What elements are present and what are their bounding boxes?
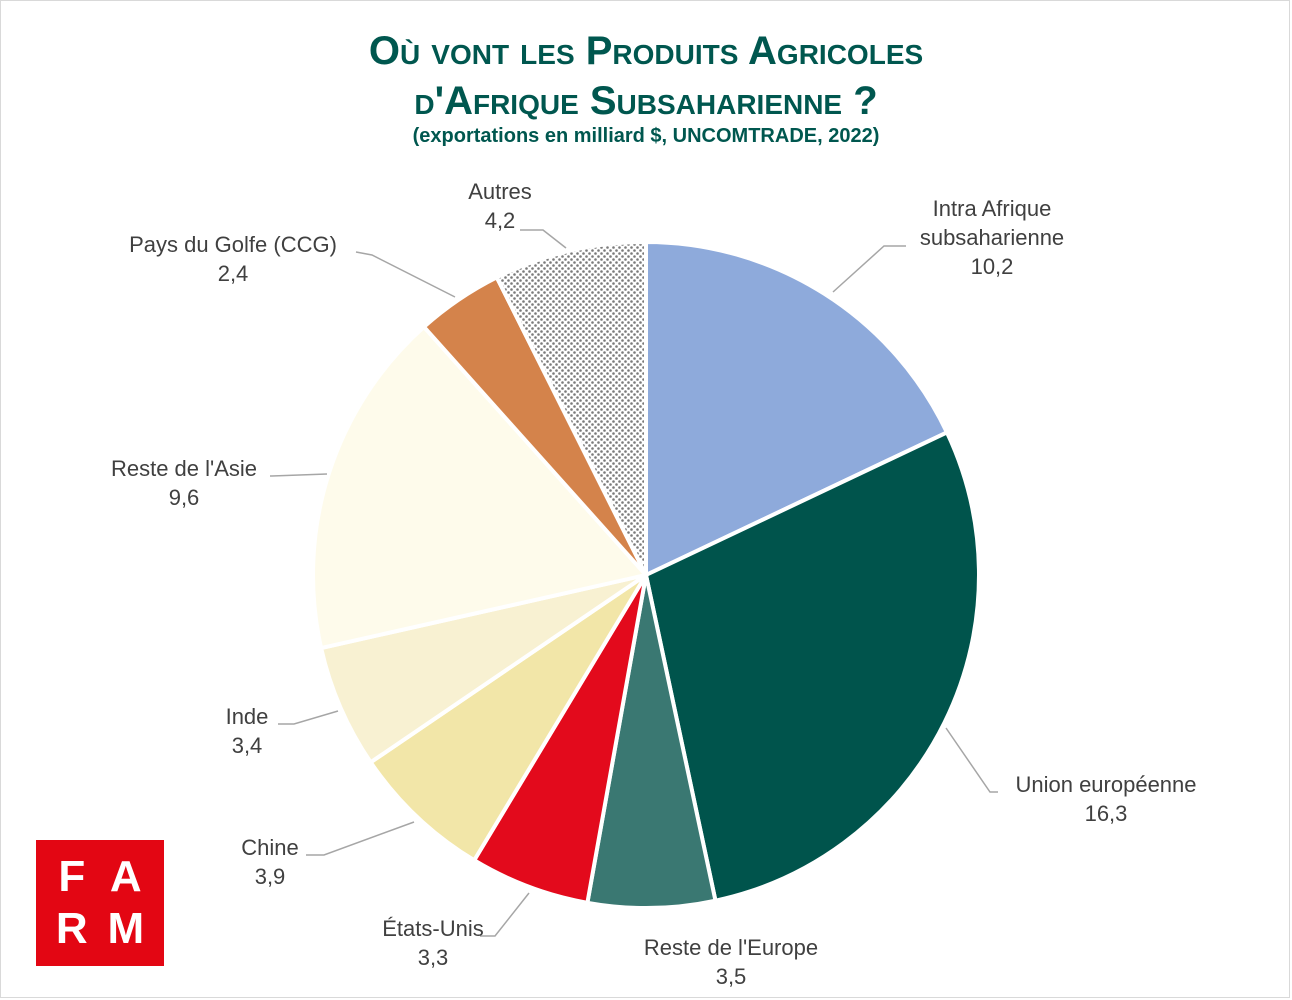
leader-line <box>306 821 415 856</box>
logo-letter: R <box>55 904 88 953</box>
slice-label: Intra Afrique subsaharienne 10,2 <box>920 196 1064 279</box>
slice-name: subsaharienne <box>920 225 1064 250</box>
pie-slice <box>585 573 718 910</box>
pie-slice <box>368 573 648 863</box>
pie-slice <box>311 324 648 651</box>
pie-slice <box>494 240 648 577</box>
slice-label: Reste de l'Asie 9,6 <box>111 456 257 510</box>
slice-name: Pays du Golfe (CCG) <box>129 232 337 257</box>
slice-value: 3,4 <box>232 733 263 758</box>
slice-value: 10,2 <box>971 254 1014 279</box>
leader-line <box>480 892 530 937</box>
slice-name: Intra Afrique <box>933 196 1052 221</box>
leader-line <box>270 473 328 477</box>
slice-name: Reste de l'Europe <box>644 935 818 960</box>
slice-label: Chine 3,9 <box>241 835 298 889</box>
slice-name: Chine <box>241 835 298 860</box>
logo-letter: M <box>107 904 145 953</box>
leader-line <box>832 245 906 293</box>
slice-value: 3,3 <box>418 945 449 970</box>
chart-title-line-1: Où vont les Produits Agricoles <box>368 29 924 73</box>
chart-title-line-2: d'Afrique Subsaharienne ? <box>414 79 878 123</box>
slice-value: 2,4 <box>218 261 249 286</box>
slice-value: 16,3 <box>1085 801 1128 826</box>
slice-name: Union européenne <box>1015 772 1196 797</box>
slice-label: Inde 3,4 <box>226 704 269 758</box>
leader-line <box>945 727 998 793</box>
pie-slice <box>644 430 981 903</box>
slice-name: Reste de l'Asie <box>111 456 257 481</box>
slice-value: 3,9 <box>255 864 286 889</box>
slice-name: États-Unis <box>382 916 483 941</box>
leader-line <box>355 251 456 298</box>
slice-value: 3,5 <box>716 964 747 989</box>
slice-value: 9,6 <box>169 485 200 510</box>
slice-label: Autres 4,2 <box>468 179 532 233</box>
slice-label: Pays du Golfe (CCG) 2,4 <box>129 232 337 286</box>
logo-letter: A <box>109 852 142 901</box>
slice-labels: Intra Afrique subsaharienne 10,2 Union euro… <box>111 179 1197 989</box>
leader-lines <box>270 229 998 937</box>
slice-label: États-Unis 3,3 <box>382 916 483 970</box>
leader-line <box>278 710 339 725</box>
slice-name: Autres <box>468 179 532 204</box>
farm-logo: F A R M <box>36 840 164 966</box>
slice-name: Inde <box>226 704 269 729</box>
pie-slice <box>319 573 648 765</box>
slice-label: Union européenne 16,3 <box>1015 772 1196 826</box>
slice-value: 4,2 <box>485 208 516 233</box>
pie-slices <box>311 240 981 910</box>
pie-slice <box>644 240 949 577</box>
slice-label: Reste de l'Europe 3,5 <box>644 935 818 989</box>
chart-subtitle: (exportations en milliard $, UNCOMTRADE,… <box>412 125 880 147</box>
leader-line <box>520 229 567 249</box>
logo-letter: F <box>58 852 86 901</box>
